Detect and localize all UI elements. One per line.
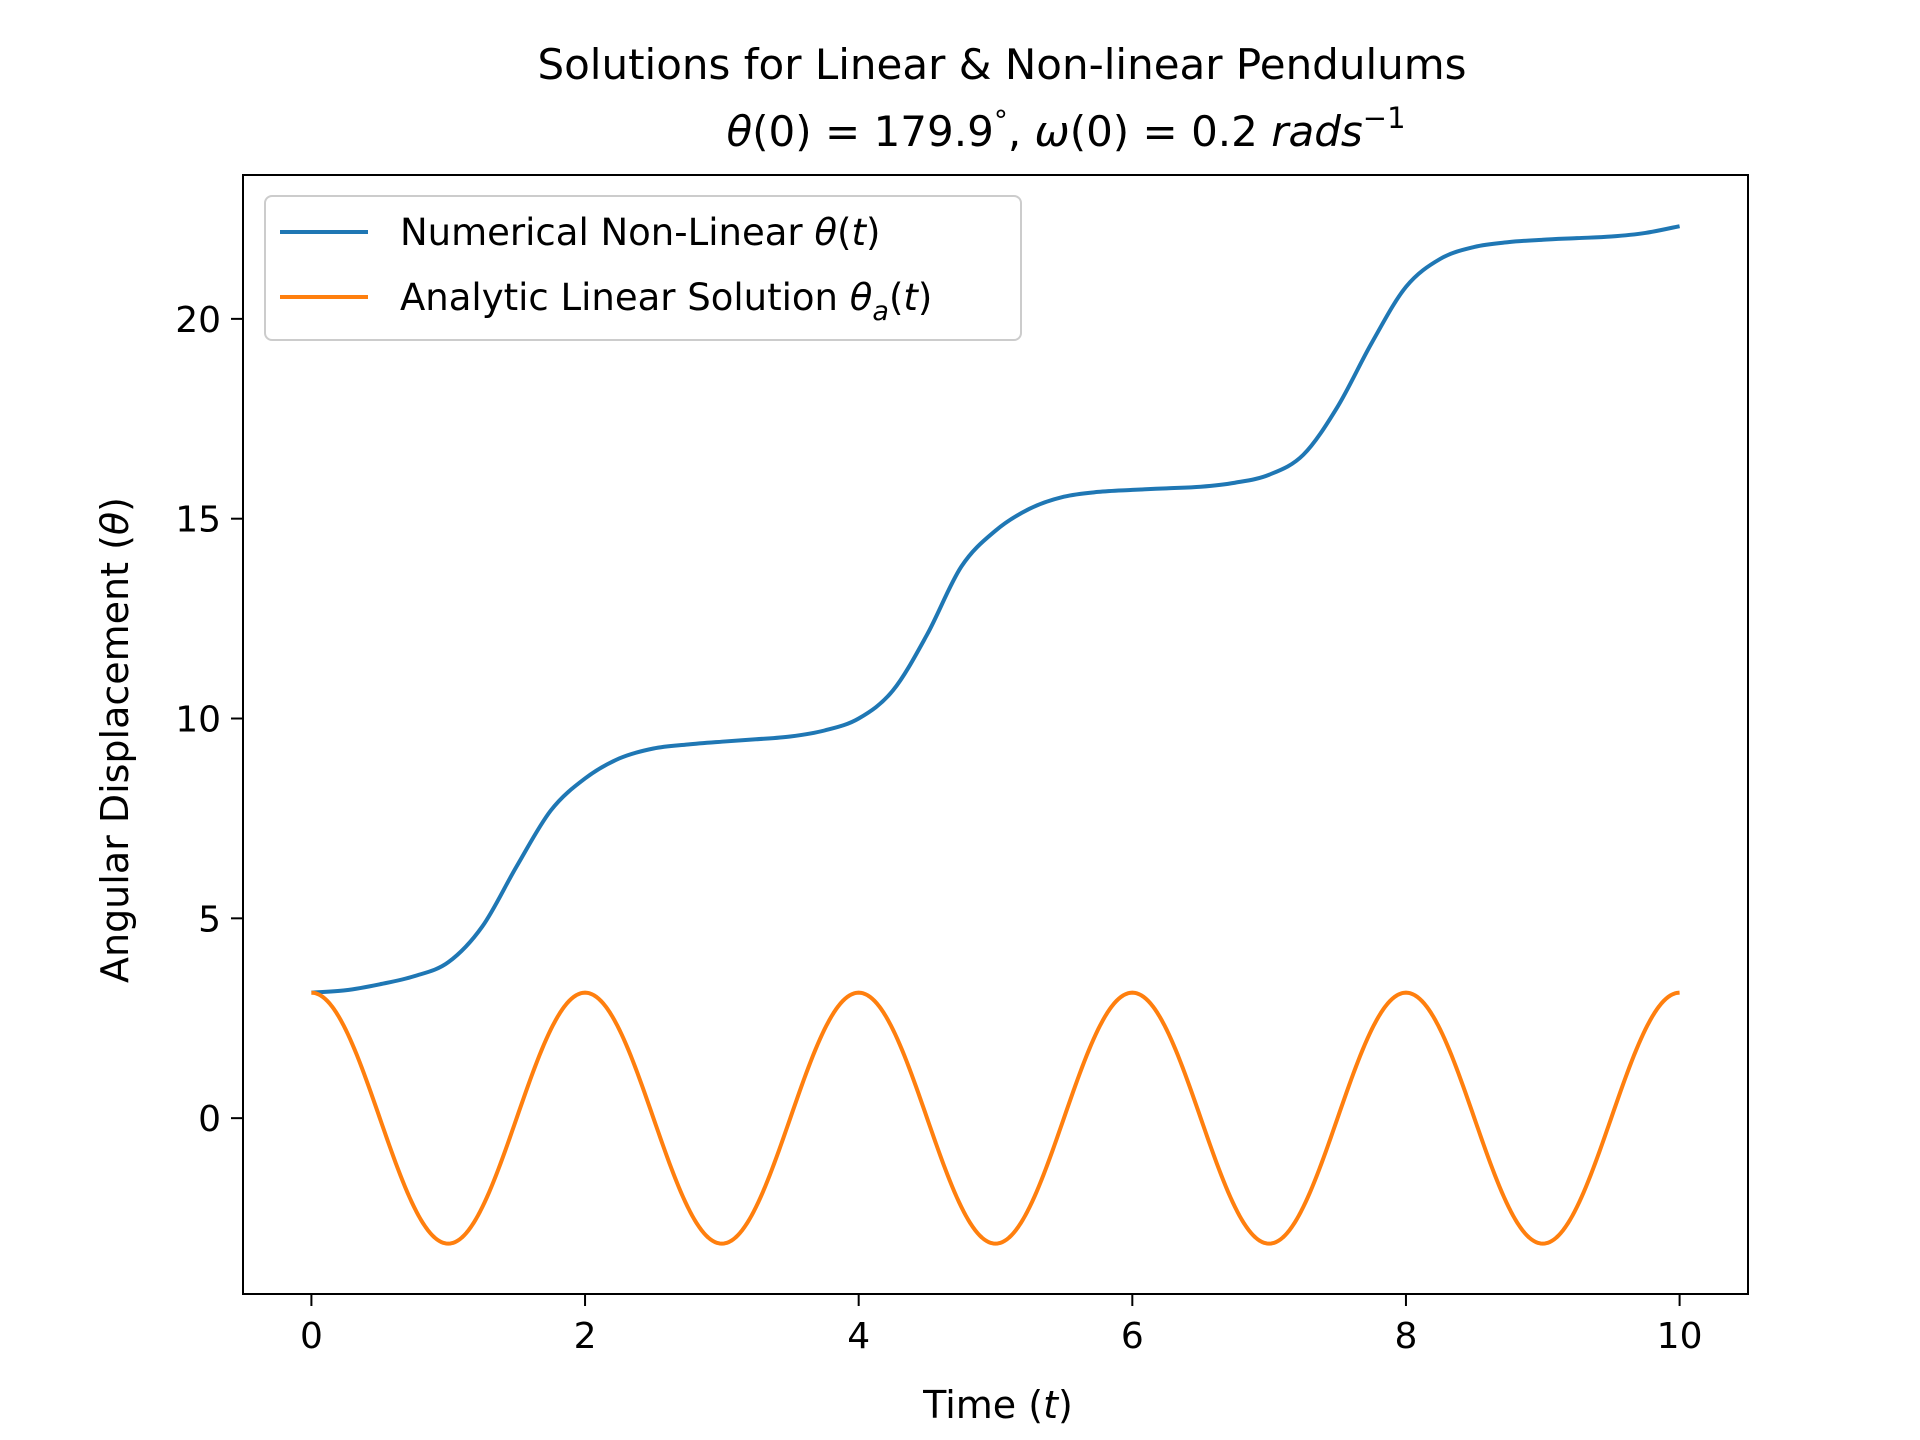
x-tick-label: 4 [847,1316,870,1357]
legend-frame [264,195,1022,341]
y-tick-label: 0 [198,1099,221,1140]
x-tick-label: 6 [1121,1316,1144,1357]
y-tick-label: 15 [175,500,221,541]
y-tick-label: 20 [175,300,221,341]
legend-label-numerical: Numerical Non-Linear θ(t) [400,211,880,254]
legend: Numerical Non-Linear θ(t) Analytic Linea… [264,195,1022,341]
y-axis-label: Angular Displacement (θ) [93,497,137,983]
axes-layer: 0 2 4 6 8 10 0 5 10 15 20 [175,174,1749,1357]
series-layer [311,224,1680,1246]
y-tick-label: 5 [198,899,221,940]
legend-label-analytic: Analytic Linear Solution θa(t) [400,276,932,327]
x-axis-label: Time (t) [922,1383,1073,1427]
x-tick-label: 0 [300,1316,323,1357]
x-tick-label: 10 [1657,1316,1703,1357]
x-tick-label: 2 [574,1316,597,1357]
chart-title-line2: θ(0) = 179.9°, ω(0) = 0.2 rads−1 [726,101,1405,156]
x-tick-label: 8 [1395,1316,1418,1357]
plot-frame [242,174,1749,1295]
series-line-numerical [311,224,1680,995]
chart-title-line1: Solutions for Linear & Non-linear Pendul… [537,40,1466,89]
series-line-analytic [311,990,1680,1246]
y-tick-label: 10 [175,700,221,741]
